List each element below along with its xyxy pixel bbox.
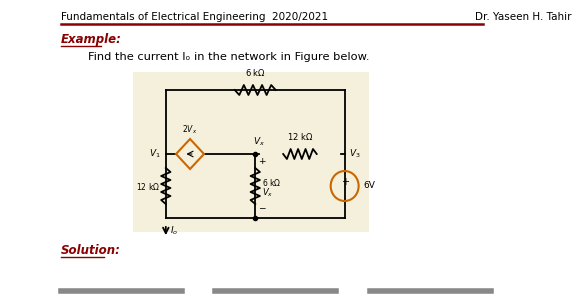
Text: Example:: Example:	[61, 33, 121, 46]
Text: Solution:: Solution:	[61, 244, 121, 257]
Text: 12 k$\Omega$: 12 k$\Omega$	[287, 131, 313, 142]
Text: $V_x$: $V_x$	[254, 135, 265, 148]
Text: $V_3$: $V_3$	[349, 148, 361, 160]
Text: $I_o$: $I_o$	[170, 225, 178, 237]
Text: 6 k$\Omega$: 6 k$\Omega$	[245, 67, 266, 78]
Text: Find the current Iₒ in the network in Figure below.: Find the current Iₒ in the network in Fi…	[89, 52, 370, 62]
Text: $V_1$: $V_1$	[149, 148, 160, 160]
Text: 12 k$\Omega$: 12 k$\Omega$	[136, 181, 160, 191]
Text: Dr. Yaseen H. Tahir: Dr. Yaseen H. Tahir	[475, 12, 571, 22]
Text: 2$V_x$: 2$V_x$	[182, 123, 198, 136]
Text: +: +	[340, 177, 349, 187]
Text: 6 k$\Omega$: 6 k$\Omega$	[262, 176, 281, 187]
Bar	[133, 72, 369, 232]
Text: 6V: 6V	[363, 181, 375, 190]
Text: $V_x$: $V_x$	[262, 187, 273, 199]
Text: +: +	[258, 158, 265, 167]
Text: Fundamentals of Electrical Engineering  2020/2021: Fundamentals of Electrical Engineering 2…	[61, 12, 328, 22]
Text: −: −	[258, 204, 265, 213]
